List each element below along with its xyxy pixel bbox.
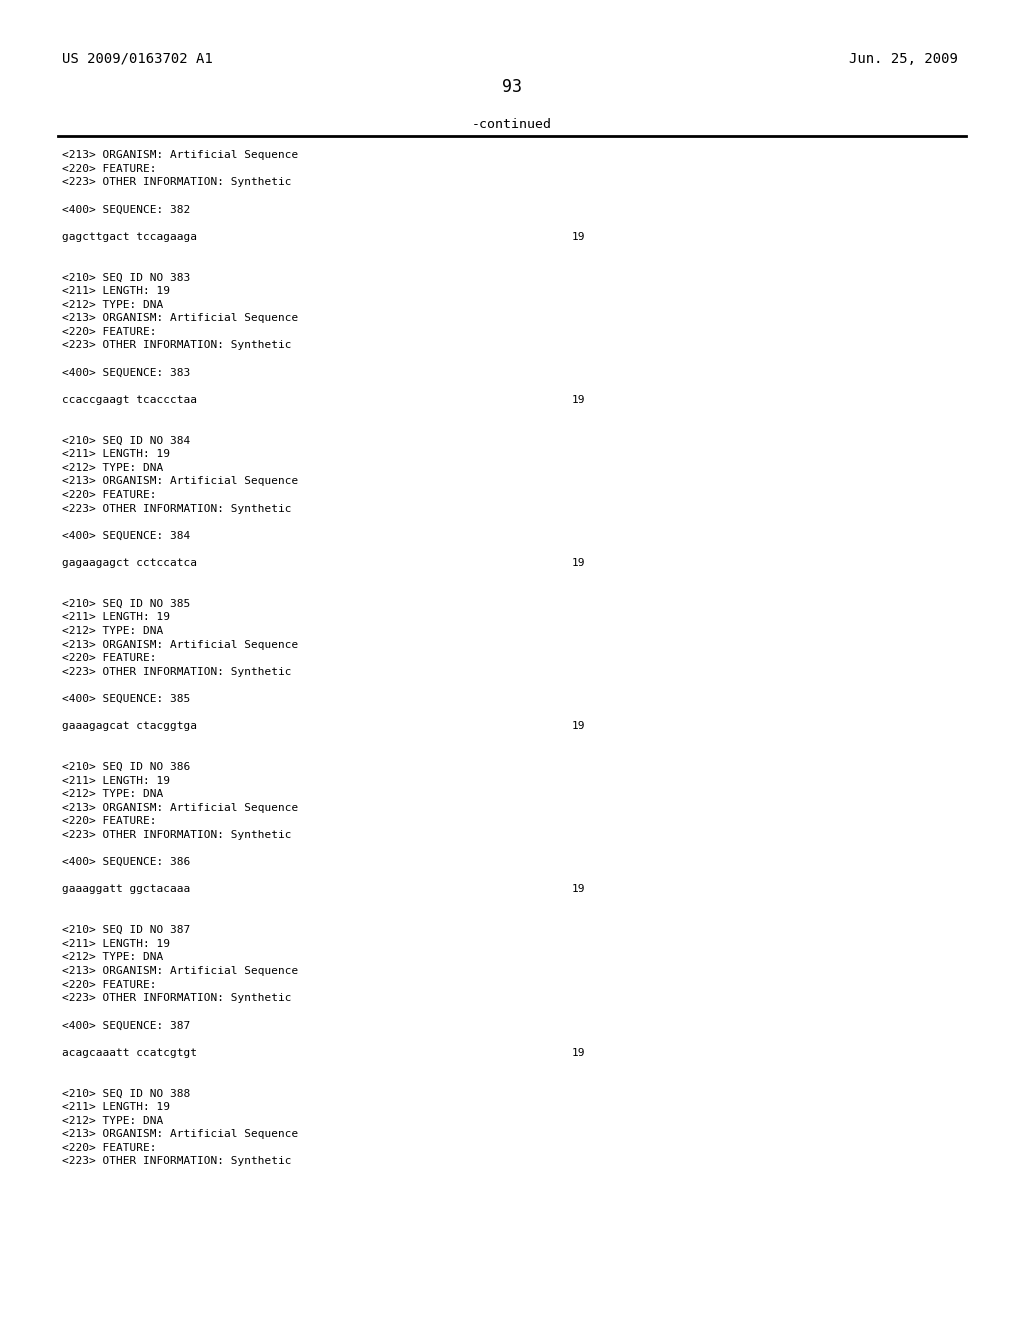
Text: gaaagagcat ctacggtga: gaaagagcat ctacggtga [62, 721, 197, 731]
Text: <211> LENGTH: 19: <211> LENGTH: 19 [62, 449, 170, 459]
Text: <400> SEQUENCE: 384: <400> SEQUENCE: 384 [62, 531, 190, 541]
Text: gagcttgact tccagaaga: gagcttgact tccagaaga [62, 231, 197, 242]
Text: <400> SEQUENCE: 387: <400> SEQUENCE: 387 [62, 1020, 190, 1031]
Text: <210> SEQ ID NO 386: <210> SEQ ID NO 386 [62, 762, 190, 772]
Text: <210> SEQ ID NO 383: <210> SEQ ID NO 383 [62, 272, 190, 282]
Text: 19: 19 [572, 395, 586, 405]
Text: <213> ORGANISM: Artificial Sequence: <213> ORGANISM: Artificial Sequence [62, 1129, 298, 1139]
Text: <213> ORGANISM: Artificial Sequence: <213> ORGANISM: Artificial Sequence [62, 477, 298, 486]
Text: <223> OTHER INFORMATION: Synthetic: <223> OTHER INFORMATION: Synthetic [62, 667, 292, 677]
Text: <213> ORGANISM: Artificial Sequence: <213> ORGANISM: Artificial Sequence [62, 803, 298, 813]
Text: <210> SEQ ID NO 384: <210> SEQ ID NO 384 [62, 436, 190, 446]
Text: <223> OTHER INFORMATION: Synthetic: <223> OTHER INFORMATION: Synthetic [62, 504, 292, 513]
Text: <213> ORGANISM: Artificial Sequence: <213> ORGANISM: Artificial Sequence [62, 640, 298, 649]
Text: <220> FEATURE:: <220> FEATURE: [62, 1143, 157, 1152]
Text: 19: 19 [572, 231, 586, 242]
Text: 19: 19 [572, 1048, 586, 1057]
Text: <212> TYPE: DNA: <212> TYPE: DNA [62, 953, 163, 962]
Text: <212> TYPE: DNA: <212> TYPE: DNA [62, 789, 163, 799]
Text: <400> SEQUENCE: 382: <400> SEQUENCE: 382 [62, 205, 190, 214]
Text: <210> SEQ ID NO 387: <210> SEQ ID NO 387 [62, 925, 190, 935]
Text: <212> TYPE: DNA: <212> TYPE: DNA [62, 300, 163, 310]
Text: <223> OTHER INFORMATION: Synthetic: <223> OTHER INFORMATION: Synthetic [62, 1156, 292, 1167]
Text: <213> ORGANISM: Artificial Sequence: <213> ORGANISM: Artificial Sequence [62, 966, 298, 975]
Text: <212> TYPE: DNA: <212> TYPE: DNA [62, 1115, 163, 1126]
Text: 19: 19 [572, 721, 586, 731]
Text: <220> FEATURE:: <220> FEATURE: [62, 164, 157, 174]
Text: gaaaggatt ggctacaaa: gaaaggatt ggctacaaa [62, 884, 190, 895]
Text: <220> FEATURE:: <220> FEATURE: [62, 979, 157, 990]
Text: 93: 93 [502, 78, 522, 96]
Text: <210> SEQ ID NO 388: <210> SEQ ID NO 388 [62, 1089, 190, 1098]
Text: <223> OTHER INFORMATION: Synthetic: <223> OTHER INFORMATION: Synthetic [62, 177, 292, 187]
Text: <213> ORGANISM: Artificial Sequence: <213> ORGANISM: Artificial Sequence [62, 150, 298, 160]
Text: ccaccgaagt tcaccctaa: ccaccgaagt tcaccctaa [62, 395, 197, 405]
Text: <223> OTHER INFORMATION: Synthetic: <223> OTHER INFORMATION: Synthetic [62, 993, 292, 1003]
Text: 19: 19 [572, 884, 586, 895]
Text: <400> SEQUENCE: 383: <400> SEQUENCE: 383 [62, 367, 190, 378]
Text: <211> LENGTH: 19: <211> LENGTH: 19 [62, 1102, 170, 1111]
Text: <400> SEQUENCE: 386: <400> SEQUENCE: 386 [62, 857, 190, 867]
Text: <220> FEATURE:: <220> FEATURE: [62, 816, 157, 826]
Text: Jun. 25, 2009: Jun. 25, 2009 [849, 51, 958, 66]
Text: <220> FEATURE:: <220> FEATURE: [62, 490, 157, 500]
Text: <220> FEATURE:: <220> FEATURE: [62, 653, 157, 663]
Text: <210> SEQ ID NO 385: <210> SEQ ID NO 385 [62, 599, 190, 609]
Text: <211> LENGTH: 19: <211> LENGTH: 19 [62, 612, 170, 623]
Text: <213> ORGANISM: Artificial Sequence: <213> ORGANISM: Artificial Sequence [62, 313, 298, 323]
Text: <211> LENGTH: 19: <211> LENGTH: 19 [62, 776, 170, 785]
Text: US 2009/0163702 A1: US 2009/0163702 A1 [62, 51, 213, 66]
Text: <220> FEATURE:: <220> FEATURE: [62, 327, 157, 337]
Text: gagaagagct cctccatca: gagaagagct cctccatca [62, 558, 197, 568]
Text: <223> OTHER INFORMATION: Synthetic: <223> OTHER INFORMATION: Synthetic [62, 341, 292, 350]
Text: <400> SEQUENCE: 385: <400> SEQUENCE: 385 [62, 694, 190, 704]
Text: <223> OTHER INFORMATION: Synthetic: <223> OTHER INFORMATION: Synthetic [62, 830, 292, 840]
Text: <212> TYPE: DNA: <212> TYPE: DNA [62, 626, 163, 636]
Text: -continued: -continued [472, 117, 552, 131]
Text: <211> LENGTH: 19: <211> LENGTH: 19 [62, 939, 170, 949]
Text: 19: 19 [572, 558, 586, 568]
Text: <212> TYPE: DNA: <212> TYPE: DNA [62, 463, 163, 473]
Text: <211> LENGTH: 19: <211> LENGTH: 19 [62, 286, 170, 296]
Text: acagcaaatt ccatcgtgt: acagcaaatt ccatcgtgt [62, 1048, 197, 1057]
